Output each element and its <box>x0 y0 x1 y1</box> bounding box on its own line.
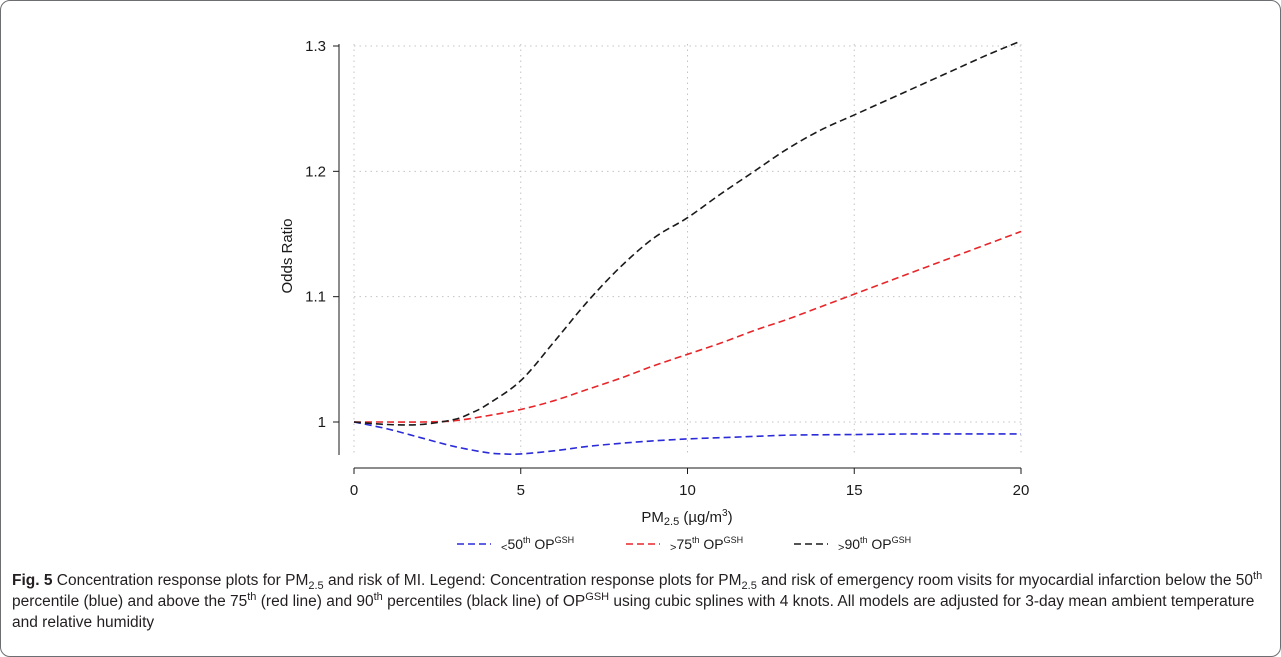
figure-caption: Fig. 5 Concentration response plots for … <box>12 569 1263 631</box>
concentration-response-chart: 1 1.1 1.2 1.3 0 5 10 15 20 Odds Ratio PM2.5 (µg/… <box>279 38 1029 554</box>
y-tick-label: 1.1 <box>305 289 326 306</box>
legend-above-75th: >75th OPGSH <box>626 535 743 554</box>
legend: <50th OPGSH >75th OPGSH >90th OPGSH <box>457 535 911 554</box>
x-axis-label: PM2.5 (µg/m3) <box>641 508 732 528</box>
figure-label: Fig. 5 <box>12 572 53 589</box>
axes <box>338 44 1021 469</box>
legend-label: >90th OPGSH <box>838 535 911 554</box>
y-tick-label: 1 <box>318 414 326 431</box>
legend-below-50th: <50th OPGSH <box>457 535 574 554</box>
x-tick-label: 20 <box>1013 482 1030 499</box>
gridlines <box>353 44 1022 455</box>
x-tick-label: 10 <box>679 482 696 499</box>
legend-label: <50th OPGSH <box>501 535 574 554</box>
legend-above-90th: >90th OPGSH <box>794 535 911 554</box>
y-axis-label: Odds Ratio <box>279 218 296 293</box>
x-tick-label: 5 <box>517 482 525 499</box>
series-below-50th-line <box>353 421 1022 456</box>
ticks: 1 1.1 1.2 1.3 0 5 10 15 20 <box>305 38 1029 499</box>
x-tick-label: 0 <box>350 482 358 499</box>
series-above-90th-line <box>353 40 1022 426</box>
y-tick-label: 1.2 <box>305 163 326 180</box>
legend-label: >75th OPGSH <box>670 535 743 554</box>
series-above-75th-line <box>353 230 1022 423</box>
y-tick-label: 1.3 <box>305 38 326 55</box>
x-tick-label: 15 <box>846 482 863 499</box>
series-lines <box>353 40 1022 456</box>
